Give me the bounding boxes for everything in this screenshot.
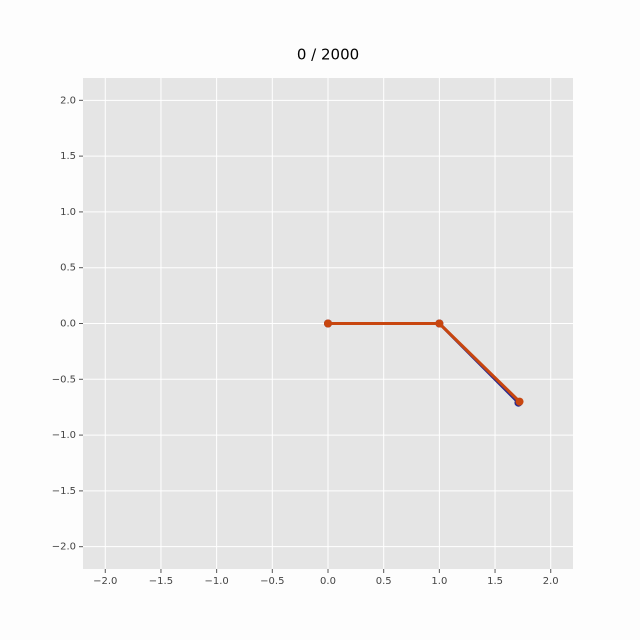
x-tick-label: 1.0	[431, 576, 447, 587]
marker	[435, 319, 444, 328]
x-tick-label: −1.5	[149, 576, 173, 587]
y-tick-label: −1.5	[52, 486, 76, 497]
x-tick-label: 2.0	[543, 576, 559, 587]
y-tick-label: 1.0	[60, 207, 76, 218]
marker	[515, 397, 524, 406]
x-tick-label: −2.0	[93, 576, 117, 587]
y-tick-label: −1.0	[52, 430, 76, 441]
marker	[324, 319, 332, 328]
x-tick-label: −0.5	[260, 576, 284, 587]
y-tick-label: −2.0	[52, 542, 76, 553]
y-tick-label: 1.5	[60, 151, 76, 162]
y-tick-label: 2.0	[60, 95, 76, 106]
y-tick-label: 0.0	[60, 319, 76, 330]
y-tick-label: 0.5	[60, 263, 76, 274]
x-tick-label: 0.0	[320, 576, 336, 587]
x-tick-label: −1.0	[204, 576, 228, 587]
y-tick-label: −0.5	[52, 374, 76, 385]
x-tick-label: 0.5	[376, 576, 392, 587]
x-tick-label: 1.5	[487, 576, 503, 587]
chart-title: 0 / 2000	[297, 46, 359, 64]
